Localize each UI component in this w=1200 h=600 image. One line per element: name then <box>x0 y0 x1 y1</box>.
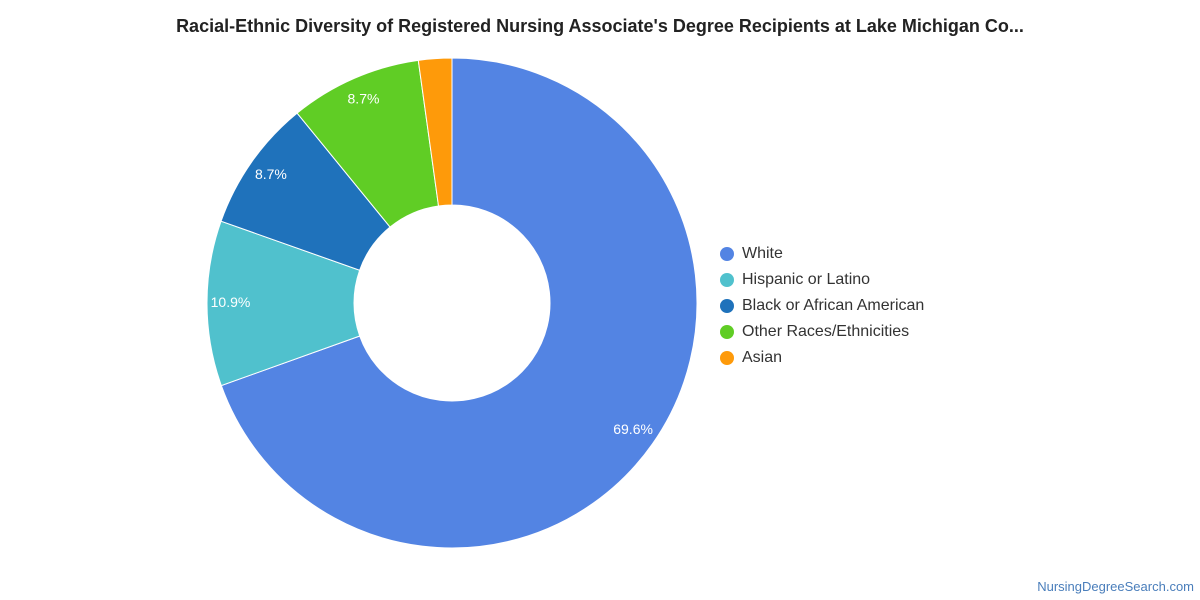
legend-marker-icon <box>720 351 734 365</box>
slices-group <box>206 57 698 549</box>
chart-legend: White Hispanic or Latino Black or African … <box>720 241 924 371</box>
source-link[interactable]: NursingDegreeSearch.com <box>1037 579 1194 594</box>
data-label-black-or-african-american: 8.7% <box>255 166 287 182</box>
legend-item-black-or-african-american[interactable]: Black or African American <box>720 293 924 319</box>
data-label-hispanic-or-latino: 10.9% <box>211 294 251 310</box>
legend-item-asian[interactable]: Asian <box>720 345 924 371</box>
legend-marker-icon <box>720 273 734 287</box>
chart-title: Racial-Ethnic Diversity of Registered Nu… <box>176 16 1024 36</box>
legend-label: Hispanic or Latino <box>742 271 871 288</box>
slice-white[interactable] <box>220 57 698 549</box>
legend-item-other-races-ethnicities[interactable]: Other Races/Ethnicities <box>720 319 924 345</box>
legend-label: White <box>742 245 783 262</box>
labels-group: 69.6% 10.9% 8.7% 8.7% <box>211 91 653 438</box>
legend-label: Black or African American <box>742 297 925 314</box>
slice-asian[interactable] <box>417 57 453 207</box>
legend-item-hispanic-or-latino[interactable]: Hispanic or Latino <box>720 267 924 293</box>
legend-marker-icon <box>720 299 734 313</box>
legend-marker-icon <box>720 247 734 261</box>
legend-label: Other Races/Ethnicities <box>742 323 910 340</box>
data-label-other-races-ethnicities: 8.7% <box>348 91 380 107</box>
legend-marker-icon <box>720 325 734 339</box>
legend-item-white[interactable]: White <box>720 241 924 267</box>
legend-label: Asian <box>742 349 783 366</box>
data-label-white: 69.6% <box>613 421 653 437</box>
